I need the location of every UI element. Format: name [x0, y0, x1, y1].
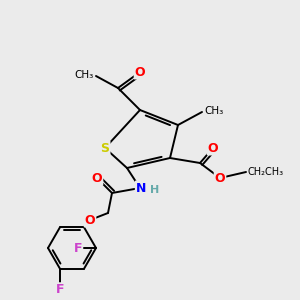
Text: O: O	[135, 65, 145, 79]
Text: CH₃: CH₃	[75, 70, 94, 80]
Text: O: O	[92, 172, 102, 184]
Text: CH₃: CH₃	[204, 106, 223, 116]
Text: O: O	[215, 172, 225, 184]
Text: S: S	[100, 142, 109, 154]
Text: O: O	[85, 214, 95, 226]
Text: N: N	[136, 182, 146, 194]
Text: H: H	[150, 185, 159, 195]
Text: F: F	[56, 283, 64, 296]
Text: CH₂CH₃: CH₂CH₃	[248, 167, 284, 177]
Text: O: O	[208, 142, 218, 154]
Text: F: F	[74, 242, 82, 254]
